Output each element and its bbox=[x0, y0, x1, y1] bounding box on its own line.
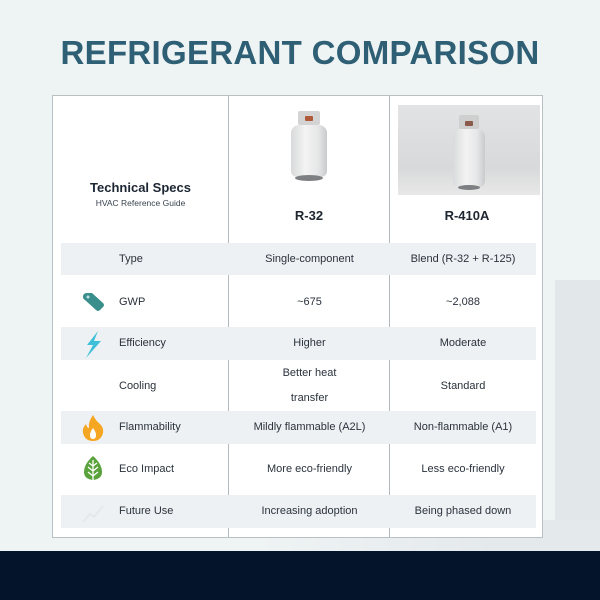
r32-value: Increasing adoption bbox=[261, 505, 358, 517]
r32-value: More eco-friendly bbox=[267, 462, 352, 475]
table-row-flammability: Flammability Mildly flammable (A2L) Non-… bbox=[61, 411, 536, 444]
row-label: Future Use bbox=[119, 505, 174, 517]
table-row-type: Type Single-component Blend (R-32 + R-12… bbox=[61, 243, 536, 275]
background-shade bbox=[555, 280, 600, 550]
page-title: REFRIGERANT COMPARISON bbox=[60, 34, 540, 71]
leaf-icon bbox=[84, 456, 102, 483]
r32-value: Single-component bbox=[265, 252, 354, 265]
r410a-value: Less eco-friendly bbox=[421, 462, 505, 475]
column-divider bbox=[228, 96, 229, 537]
row-label: Type bbox=[119, 252, 143, 265]
trend-icon bbox=[82, 504, 104, 523]
footer-bar bbox=[0, 551, 600, 600]
table-row-eco-impact: Eco Impact More eco-friendly Less eco-fr… bbox=[61, 448, 536, 490]
specs-subtitle: HVAC Reference Guide bbox=[95, 198, 186, 208]
table-row-efficiency: Efficiency Higher Moderate bbox=[61, 327, 536, 360]
specs-title: Technical Specs bbox=[90, 180, 191, 195]
product-name-r32: R-32 bbox=[294, 208, 324, 223]
row-label: Flammability bbox=[119, 421, 181, 433]
r410a-value: Being phased down bbox=[414, 505, 512, 517]
cylinder-photo bbox=[398, 105, 540, 195]
comparison-table: Technical Specs HVAC Reference Guide R-3… bbox=[52, 95, 543, 538]
specs-header: Technical Specs HVAC Reference Guide bbox=[53, 96, 228, 236]
row-label: GWP bbox=[119, 295, 146, 308]
tag-icon bbox=[83, 293, 104, 311]
table-row-gwp: GWP ~675 ~2,088 bbox=[61, 282, 536, 322]
table-row-future-use: Future Use Increasing adoption Being pha… bbox=[61, 495, 536, 528]
r410a-value: Moderate bbox=[439, 337, 487, 349]
row-label: Eco Impact bbox=[119, 462, 175, 475]
r410a-value: Non-flammable (A1) bbox=[413, 421, 513, 433]
r410a-value: ~2,088 bbox=[446, 295, 480, 308]
r410a-value: Blend (R-32 + R-125) bbox=[410, 252, 516, 265]
r32-value: ~675 bbox=[297, 295, 322, 308]
r410a-value: Standard bbox=[440, 379, 486, 392]
product-header-r410a: R-410A bbox=[390, 96, 544, 236]
column-divider bbox=[389, 96, 390, 537]
table-row-cooling: Cooling Better heat transfer Standard bbox=[61, 360, 536, 412]
row-label: Efficiency bbox=[119, 337, 166, 349]
r32-value: Better heat transfer bbox=[282, 367, 337, 404]
lightning-icon bbox=[86, 330, 101, 358]
cylinder-image bbox=[229, 96, 389, 196]
r32-value: Mildly flammable (A2L) bbox=[253, 421, 366, 433]
product-name-r410a: R-410A bbox=[444, 208, 490, 223]
flame-icon bbox=[82, 414, 104, 441]
product-header-r32: R-32 bbox=[229, 96, 389, 236]
row-label: Cooling bbox=[119, 379, 157, 392]
r32-value: Higher bbox=[293, 337, 326, 349]
